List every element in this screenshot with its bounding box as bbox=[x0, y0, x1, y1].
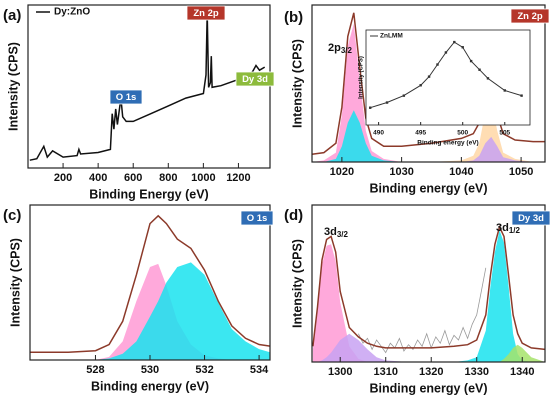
x-tick-label: 500 bbox=[457, 130, 468, 137]
x-tick-label: 1330 bbox=[464, 366, 488, 378]
x-tick-label: 200 bbox=[54, 172, 72, 184]
region-tag bbox=[186, 5, 226, 21]
inset-point bbox=[444, 51, 448, 54]
x-tick-label: 1200 bbox=[226, 172, 250, 184]
x-axis-label: Binding energy (eV) bbox=[369, 181, 487, 195]
plot-frame bbox=[365, 29, 531, 126]
x-tick-label: 1300 bbox=[328, 366, 352, 378]
region-tag-text: Dy 3d bbox=[518, 213, 544, 224]
spectrum-line bbox=[312, 224, 546, 351]
x-tick-label: 534 bbox=[250, 364, 269, 376]
inset-point bbox=[385, 101, 389, 104]
panel-label: (b) bbox=[284, 9, 303, 26]
x-axis-label: Binding energy (eV) bbox=[369, 381, 487, 395]
fit-component bbox=[30, 262, 270, 360]
spectrum-line bbox=[30, 214, 271, 354]
inset-point bbox=[503, 89, 506, 92]
fit-component bbox=[312, 136, 545, 162]
y-axis-label: Intensity (CPS) bbox=[290, 39, 304, 128]
inset-point bbox=[453, 40, 456, 44]
panel-label: (d) bbox=[284, 207, 303, 224]
region-tag bbox=[240, 210, 274, 226]
x-tick-label: 528 bbox=[86, 364, 104, 376]
inset-y-label: Intensity (CPS) bbox=[359, 56, 365, 99]
inset-point bbox=[486, 77, 490, 80]
peak-label-sub: 1/2 bbox=[509, 226, 521, 235]
inset-line bbox=[370, 41, 522, 109]
fit-component bbox=[312, 333, 545, 362]
inset-point bbox=[419, 84, 422, 87]
fit-component bbox=[312, 110, 545, 162]
panel-label: (a) bbox=[3, 7, 21, 24]
x-tick-label: 530 bbox=[141, 364, 159, 376]
inset-point bbox=[436, 63, 439, 66]
inset-point bbox=[427, 75, 431, 78]
legend-text: Dy:ZnO bbox=[54, 7, 90, 18]
x-tick-label: 490 bbox=[373, 130, 384, 137]
plot-frame bbox=[311, 204, 546, 363]
x-tick-label: 505 bbox=[499, 130, 510, 137]
y-axis-label: Intensity (CPS) bbox=[290, 239, 304, 328]
fit-component bbox=[30, 263, 270, 360]
region-tag bbox=[109, 89, 143, 105]
x-axis-label: Binding energy (eV) bbox=[91, 379, 209, 393]
x-tick-label: 1000 bbox=[191, 172, 215, 184]
region-tag-text: O 1s bbox=[247, 213, 268, 224]
x-tick-label: 1320 bbox=[419, 366, 443, 378]
x-tick-label: 1340 bbox=[510, 366, 534, 378]
peak-label: 3d3/2 bbox=[324, 226, 349, 239]
region-tag bbox=[235, 71, 275, 87]
peak-label-main: 3d bbox=[324, 226, 337, 238]
y-axis-label: Intensity (CPS) bbox=[6, 42, 20, 131]
x-tick-label: 1040 bbox=[449, 166, 473, 178]
inset-point bbox=[369, 106, 372, 109]
inset-point bbox=[520, 94, 523, 97]
inset-x-label: Binding energy (eV) bbox=[417, 140, 478, 147]
panel-label: (c) bbox=[3, 207, 21, 224]
x-tick-label: 1310 bbox=[373, 366, 397, 378]
x-tick-label: 800 bbox=[159, 172, 177, 184]
region-tag bbox=[511, 210, 550, 226]
peak-label-main: 2p bbox=[328, 42, 341, 54]
fit-component bbox=[312, 230, 545, 362]
x-tick-label: 495 bbox=[415, 130, 426, 137]
peak-label: 2p3/2 bbox=[328, 42, 353, 55]
x-tick-label: 400 bbox=[89, 172, 107, 184]
x-tick-label: 1050 bbox=[509, 166, 533, 178]
peak-label: 3d1/2 bbox=[496, 222, 521, 235]
plot-frame bbox=[311, 4, 546, 163]
peak-label-sub: 3/2 bbox=[341, 46, 353, 55]
peak-label-sub: 3/2 bbox=[337, 230, 349, 239]
region-tag-text: O 1s bbox=[116, 92, 137, 103]
x-tick-label: 1030 bbox=[389, 166, 413, 178]
inset-point bbox=[402, 94, 406, 97]
plot-frame bbox=[27, 4, 271, 169]
inset-legend-text: ZnLMM bbox=[380, 33, 403, 40]
spectrum-line bbox=[29, 12, 266, 161]
region-tag bbox=[510, 8, 550, 24]
inset-point bbox=[478, 68, 481, 71]
y-axis-label: Intensity (CPS) bbox=[8, 238, 22, 327]
x-axis-label: Binding Energy (eV) bbox=[89, 187, 208, 201]
region-tag-text: Zn 2p bbox=[517, 11, 543, 22]
peak-label-main: 3d bbox=[496, 222, 509, 234]
spectrum-line bbox=[358, 267, 487, 354]
region-tag-text: Zn 2p bbox=[193, 8, 219, 19]
region-tag-text: Dy 3d bbox=[242, 74, 268, 85]
inset-point bbox=[461, 46, 464, 49]
inset-point bbox=[469, 59, 473, 63]
fit-component bbox=[312, 23, 545, 162]
x-tick-label: 600 bbox=[124, 172, 142, 184]
x-tick-label: 1020 bbox=[330, 166, 354, 178]
x-tick-label: 532 bbox=[195, 364, 213, 376]
